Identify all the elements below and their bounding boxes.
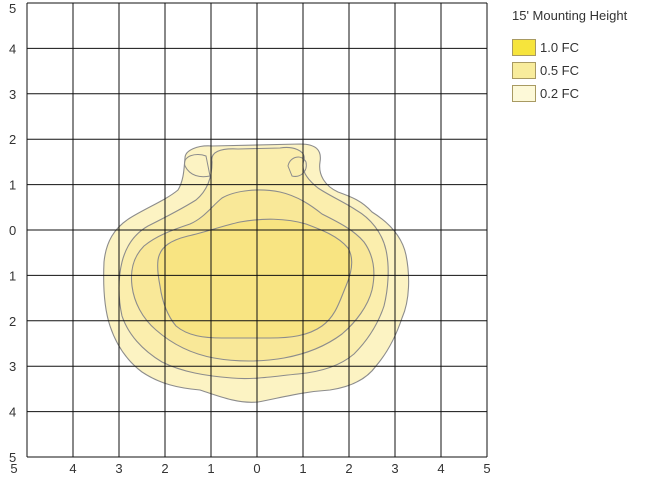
y-tick-label: 4 [9, 405, 16, 420]
legend-item-05fc: 0.5 FC [512, 60, 668, 80]
mounting-height-title: 15' Mounting Height [512, 8, 628, 23]
x-tick-label: 4 [437, 461, 444, 476]
x-tick-label: 5 [10, 461, 17, 476]
y-tick-label: 0 [9, 223, 16, 238]
y-tick-label: 2 [9, 314, 16, 329]
grid [26, 2, 488, 458]
y-tick-label: 5 [9, 1, 16, 16]
y-tick-label: 4 [9, 41, 16, 56]
legend-swatch-1fc [512, 38, 536, 56]
x-tick-label: 1 [299, 461, 306, 476]
legend-item-02fc: 0.2 FC [512, 83, 668, 103]
legend-label-05fc: 0.5 FC [540, 62, 580, 78]
x-tick-label: 3 [115, 461, 122, 476]
x-axis-tick-labels: 5 4 3 2 1 0 1 2 3 4 5 [10, 461, 490, 476]
legend-swatch-02fc [512, 84, 536, 102]
isofootcandle-diagram: 5 4 3 2 1 0 1 2 3 4 5 5 4 3 2 1 0 1 2 3 4 5 [9, 1, 491, 476]
x-tick-label: 2 [345, 461, 352, 476]
y-tick-label: 3 [9, 359, 16, 374]
contour-lobe [287, 156, 307, 177]
legend-swatch-05fc [512, 61, 536, 79]
y-tick-label: 1 [9, 268, 16, 283]
y-axis-tick-labels: 5 4 3 2 1 0 1 2 3 4 5 [9, 1, 16, 465]
y-tick-label: 5 [9, 450, 16, 465]
x-tick-label: 0 [253, 461, 260, 476]
y-tick-label: 1 [9, 178, 16, 193]
x-tick-label: 5 [483, 461, 490, 476]
contour-lobe [184, 153, 211, 178]
y-tick-label: 2 [9, 132, 16, 147]
legend-label-1fc: 1.0 FC [540, 39, 580, 55]
legend-label-02fc: 0.2 FC [540, 85, 580, 101]
legend: 15' Mounting Height 1.0 FC 0.5 FC 0.2 FC [512, 8, 668, 106]
legend-item-1fc: 1.0 FC [512, 37, 668, 57]
contour-1-0fc [157, 218, 353, 339]
x-tick-label: 1 [207, 461, 214, 476]
x-tick-label: 2 [161, 461, 168, 476]
x-tick-label: 4 [69, 461, 76, 476]
y-tick-label: 3 [9, 87, 16, 102]
isofootcandle-contours [103, 143, 410, 403]
x-tick-label: 3 [391, 461, 398, 476]
